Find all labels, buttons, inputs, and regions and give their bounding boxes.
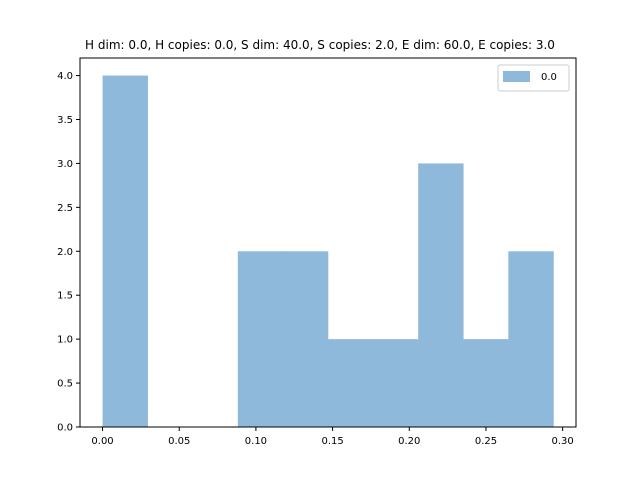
y-tick-label: 2.5 xyxy=(57,203,73,214)
x-tick-label: 0.20 xyxy=(398,436,420,447)
y-tick-label: 4.0 xyxy=(57,71,73,82)
y-tick-label: 1.0 xyxy=(57,335,73,346)
x-axis: 0.00 0.05 0.10 0.15 0.20 0.25 0.30 xyxy=(91,427,574,447)
y-tick-label: 1.5 xyxy=(57,291,73,302)
legend-swatch xyxy=(503,71,530,82)
legend: 0.0 xyxy=(497,64,570,92)
y-tick-label: 0.0 xyxy=(57,423,73,434)
histogram-bar xyxy=(418,163,464,427)
x-tick-label: 0.00 xyxy=(91,436,113,447)
y-axis: 0.0 0.5 1.0 1.5 2.0 2.5 3.0 3.5 4.0 xyxy=(57,71,80,434)
histogram-bar xyxy=(237,251,284,427)
x-tick-label: 0.30 xyxy=(552,436,574,447)
histogram-bar xyxy=(463,339,509,427)
y-tick-label: 0.5 xyxy=(57,379,73,390)
y-tick-label: 2.0 xyxy=(57,247,73,258)
histogram-bar xyxy=(373,339,419,427)
y-tick-label: 3.5 xyxy=(57,115,73,126)
histogram-bar xyxy=(328,339,374,427)
histogram-bar xyxy=(508,251,554,427)
x-tick-label: 0.05 xyxy=(168,436,190,447)
x-tick-label: 0.15 xyxy=(321,436,343,447)
x-tick-label: 0.25 xyxy=(475,436,497,447)
x-tick-label: 0.10 xyxy=(245,436,267,447)
chart-title: H dim: 0.0, H copies: 0.0, S dim: 40.0, … xyxy=(85,38,555,52)
y-tick-label: 3.0 xyxy=(57,159,73,170)
bars-group xyxy=(102,75,554,428)
legend-label: 0.0 xyxy=(541,72,557,83)
axes-frame xyxy=(79,57,577,428)
histogram-bar xyxy=(282,251,329,427)
histogram-bar xyxy=(102,75,148,428)
